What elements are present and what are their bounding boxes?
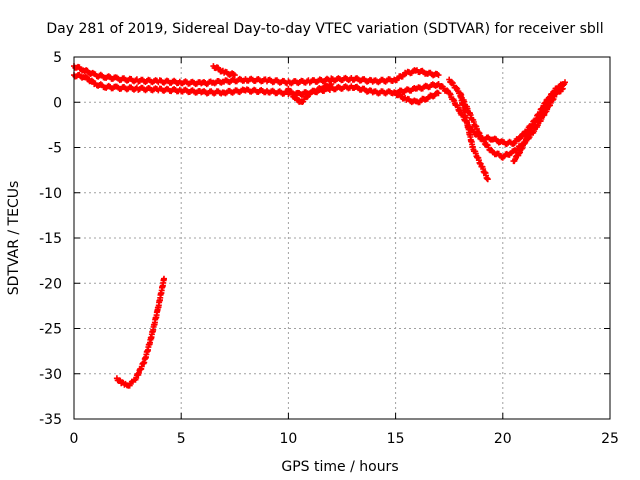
- data-markers: [285, 81, 335, 105]
- data-markers: [113, 275, 167, 389]
- series-0: [71, 63, 442, 88]
- data-markers: [210, 63, 238, 79]
- x-tick-label: 20: [494, 431, 512, 447]
- data-markers: [71, 63, 442, 88]
- series-8: [510, 79, 568, 165]
- series-7: [456, 90, 491, 183]
- x-tick-label: 10: [279, 431, 297, 447]
- series-4: [392, 89, 442, 106]
- y-tick-label: 5: [53, 50, 62, 66]
- chart-title: Day 281 of 2019, Sidereal Day-to-day VTE…: [46, 21, 603, 37]
- series-1: [71, 71, 442, 98]
- data-points: [71, 63, 568, 389]
- series-3: [285, 81, 335, 105]
- y-tick-label: -10: [39, 186, 62, 202]
- y-tick-label: -30: [39, 367, 62, 383]
- axis-ticks: 0 5 10 15 20 25 5 0 -5 -10 -15 -20 -25 -30 -35: [39, 50, 619, 447]
- series-2: [210, 63, 238, 79]
- y-tick-label: -5: [48, 141, 62, 157]
- data-markers: [392, 89, 442, 106]
- x-axis-label: GPS time / hours: [281, 459, 398, 475]
- x-tick-label: 5: [177, 431, 186, 447]
- x-tick-label: 25: [601, 431, 619, 447]
- y-tick-label: -35: [39, 412, 62, 428]
- y-tick-label: 0: [53, 95, 62, 111]
- series-9: [113, 275, 167, 389]
- grid: [74, 57, 610, 419]
- data-markers: [510, 79, 568, 165]
- data-markers: [456, 90, 491, 183]
- y-tick-label: -20: [39, 276, 62, 292]
- y-tick-label: -25: [39, 322, 62, 338]
- y-axis-label: SDTVAR / TECUs: [6, 181, 22, 296]
- data-markers: [71, 71, 442, 98]
- y-tick-label: -15: [39, 231, 62, 247]
- x-tick-label: 0: [70, 431, 79, 447]
- x-tick-label: 15: [387, 431, 405, 447]
